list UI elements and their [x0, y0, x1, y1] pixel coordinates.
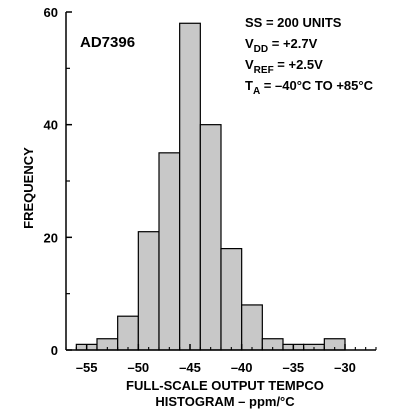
histogram-bar: [117, 315, 139, 351]
vdd-sub: DD: [254, 44, 268, 55]
histogram-bar: [179, 22, 201, 351]
ta-sub: A: [253, 86, 260, 97]
y-axis-title: FREQUENCY: [21, 147, 36, 229]
vref-main: V: [245, 57, 254, 72]
y-tick-label: 20: [44, 230, 58, 245]
x-tick-label: –30: [334, 360, 356, 375]
tick-labels: –55 –50 –45 –40 –35 –30 0 20 40 60: [44, 5, 356, 375]
vref-sub: REF: [254, 65, 274, 76]
condition-vdd: VDD = +2.7V: [245, 36, 318, 55]
histogram-bar: [137, 231, 160, 351]
x-tick-label: –35: [282, 360, 304, 375]
x-tick-label: –40: [231, 360, 253, 375]
histogram-bar: [158, 152, 181, 351]
histogram-bar: [220, 248, 243, 351]
vdd-rest: = +2.7V: [268, 36, 317, 51]
y-tick-label: 40: [44, 118, 58, 133]
y-tick-label: 60: [44, 5, 58, 20]
vref-rest: = +2.5V: [274, 57, 323, 72]
axes: [65, 11, 377, 351]
condition-ss: SS = 200 UNITS: [245, 15, 342, 30]
x-axis-title-line2: HISTOGRAM – ppm/°C: [155, 394, 295, 409]
x-tick-label: –45: [179, 360, 201, 375]
ta-main: T: [245, 78, 253, 93]
x-tick-label: –50: [127, 360, 149, 375]
x-axis-title-line1: FULL-SCALE OUTPUT TEMPCO: [126, 378, 324, 393]
ta-rest: = –40°C TO +85°C: [260, 78, 373, 93]
condition-ta: TA = –40°C TO +85°C: [245, 78, 374, 97]
vdd-main: V: [245, 36, 254, 51]
part-number-label: AD7396: [80, 34, 135, 51]
x-tick-label: –55: [76, 360, 98, 375]
condition-vref: VREF = +2.5V: [245, 57, 323, 76]
histogram-bar: [241, 304, 263, 351]
histogram-bars: [75, 22, 346, 351]
histogram-bar: [199, 124, 222, 351]
y-tick-label: 0: [51, 343, 58, 358]
conditions-block: SS = 200 UNITS VDD = +2.7V VREF = +2.5V …: [245, 15, 374, 97]
